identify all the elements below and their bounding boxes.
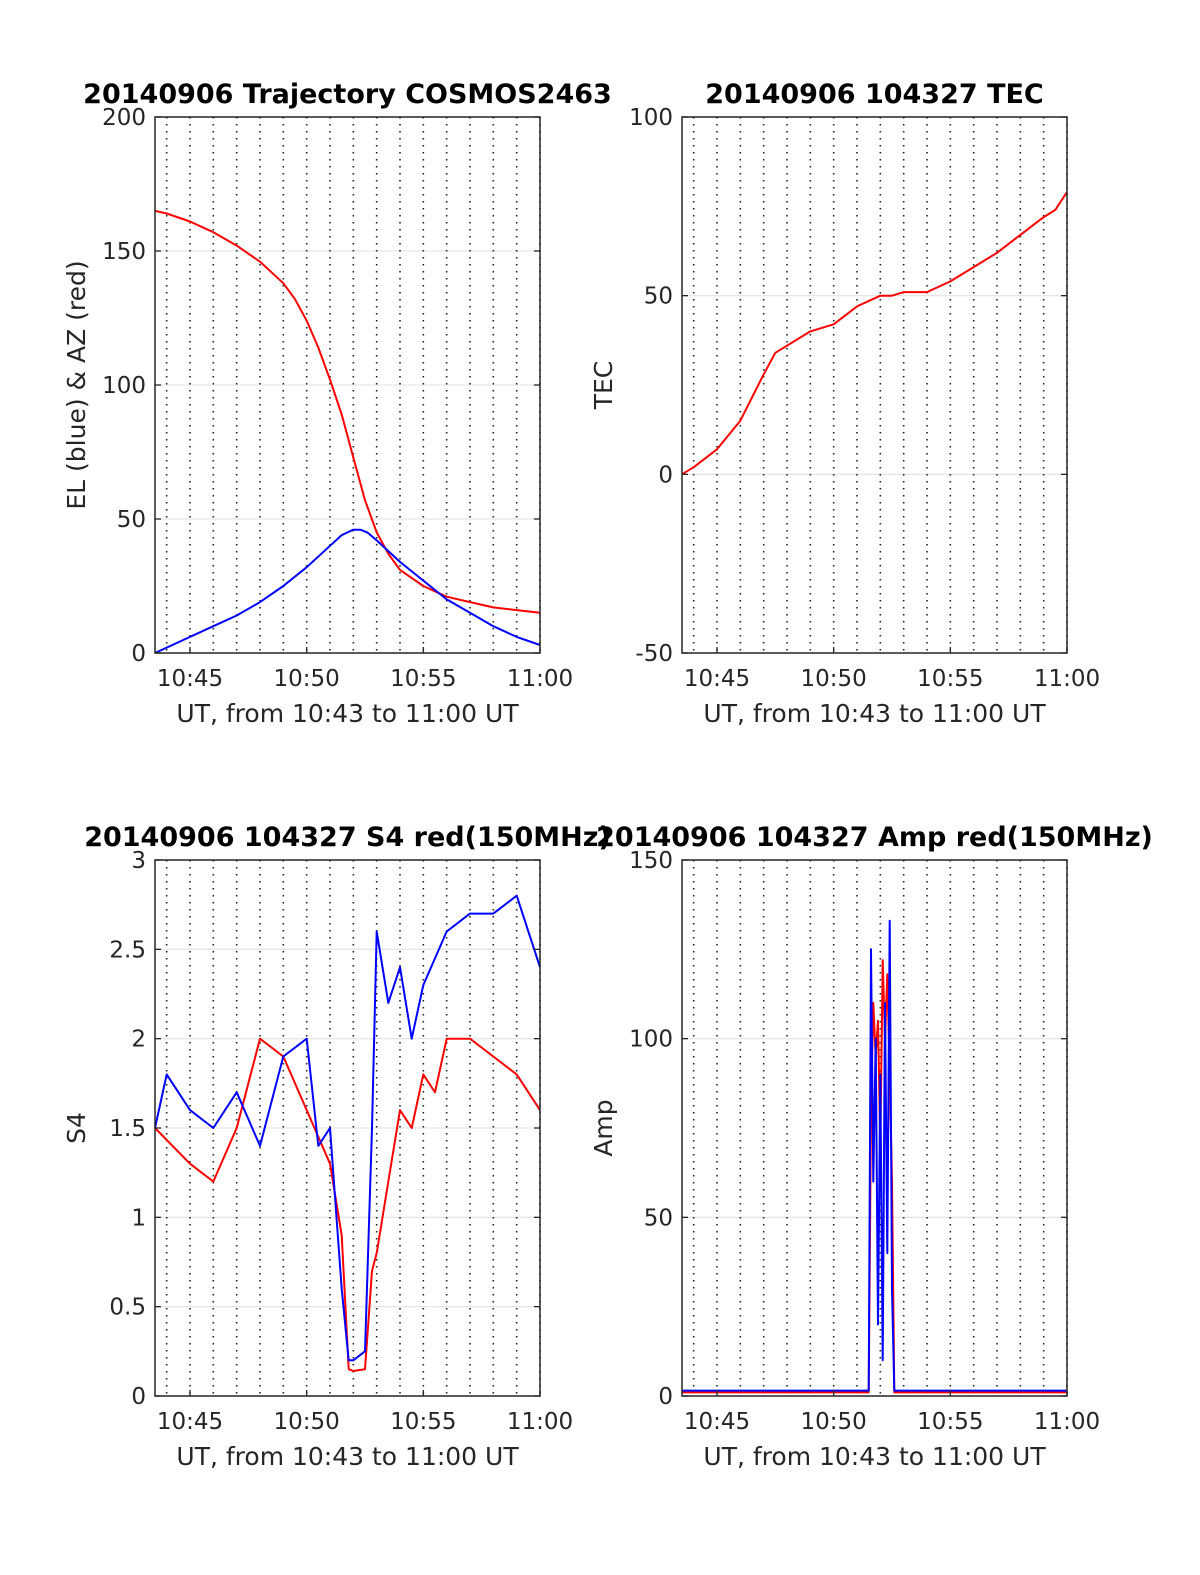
y-tick-label: 3 xyxy=(131,848,146,874)
y-axis-label: EL (blue) & AZ (red) xyxy=(62,260,91,509)
y-tick-label: 50 xyxy=(644,1205,673,1231)
x-tick-label: 10:50 xyxy=(274,1409,340,1435)
y-tick-label: 50 xyxy=(117,507,146,533)
x-axis-label: UT, from 10:43 to 11:00 UT xyxy=(176,699,519,728)
series-line xyxy=(681,191,1068,476)
series-line xyxy=(154,528,541,654)
chart-title: 20140906 Trajectory COSMOS2463 xyxy=(83,79,612,110)
x-tick-label: 10:55 xyxy=(390,666,456,692)
y-tick-label: 0 xyxy=(131,1384,146,1410)
plot-frame xyxy=(681,116,1068,654)
y-axis-label: TEC xyxy=(589,361,618,411)
y-tick-label: 0 xyxy=(658,1384,673,1410)
x-tick-label: 10:45 xyxy=(684,666,750,692)
x-tick-label: 11:00 xyxy=(1034,666,1100,692)
y-tick-label: 100 xyxy=(629,1027,673,1053)
x-axis-label: UT, from 10:43 to 11:00 UT xyxy=(176,1442,519,1471)
y-tick-label: 1.5 xyxy=(109,1116,146,1142)
y-tick-label: 1 xyxy=(131,1205,146,1231)
x-tick-label: 10:45 xyxy=(157,666,223,692)
y-axis-label: S4 xyxy=(62,1112,91,1144)
y-tick-label: 100 xyxy=(629,105,673,131)
series-line xyxy=(154,209,541,614)
chart-title: 20140906 104327 TEC xyxy=(705,79,1044,110)
x-tick-label: 10:45 xyxy=(684,1409,750,1435)
x-tick-label: 10:50 xyxy=(801,1409,867,1435)
x-tick-label: 10:55 xyxy=(390,1409,456,1435)
y-axis-label: Amp xyxy=(589,1099,618,1156)
x-tick-label: 11:00 xyxy=(1034,1409,1100,1435)
y-tick-label: 2 xyxy=(131,1027,146,1053)
chart-title: 20140906 104327 Amp red(150MHz) xyxy=(596,822,1153,853)
y-tick-label: 150 xyxy=(629,848,673,874)
chart-title: 20140906 104327 S4 red(150MHz) xyxy=(84,822,611,853)
series-line xyxy=(154,1037,541,1372)
x-tick-label: 10:55 xyxy=(917,666,983,692)
x-tick-label: 11:00 xyxy=(507,666,573,692)
y-tick-label: -50 xyxy=(635,641,673,667)
y-tick-label: 150 xyxy=(102,239,146,265)
series-line xyxy=(682,919,1067,1392)
y-tick-label: 200 xyxy=(102,105,146,131)
y-tick-label: 100 xyxy=(102,373,146,399)
y-tick-label: 0.5 xyxy=(109,1295,146,1321)
y-tick-label: 0 xyxy=(131,641,146,667)
x-axis-label: UT, from 10:43 to 11:00 UT xyxy=(703,699,1046,728)
x-tick-label: 11:00 xyxy=(507,1409,573,1435)
x-tick-label: 10:50 xyxy=(274,666,340,692)
y-tick-label: 2.5 xyxy=(109,937,146,963)
x-tick-label: 10:45 xyxy=(157,1409,223,1435)
series-line xyxy=(154,894,541,1362)
y-tick-label: 0 xyxy=(658,462,673,488)
x-tick-label: 10:50 xyxy=(801,666,867,692)
y-tick-label: 50 xyxy=(644,284,673,310)
x-tick-label: 10:55 xyxy=(917,1409,983,1435)
plot-frame xyxy=(681,859,1068,1397)
x-axis-label: UT, from 10:43 to 11:00 UT xyxy=(703,1442,1046,1471)
